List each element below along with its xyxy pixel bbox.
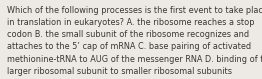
Text: larger ribosomal subunit to smaller ribosomal subunits: larger ribosomal subunit to smaller ribo… — [7, 67, 232, 76]
Text: methionine-tRNA to AUG of the messenger RNA D. binding of the: methionine-tRNA to AUG of the messenger … — [7, 55, 262, 64]
Text: Which of the following processes is the first event to take place: Which of the following processes is the … — [7, 6, 262, 15]
Text: attaches to the 5’ cap of mRNA C. base pairing of activated: attaches to the 5’ cap of mRNA C. base p… — [7, 42, 251, 51]
Text: in translation in eukaryotes? A. the ribosome reaches a stop: in translation in eukaryotes? A. the rib… — [7, 18, 254, 27]
Text: codon B. the small subunit of the ribosome recognizes and: codon B. the small subunit of the riboso… — [7, 30, 249, 39]
